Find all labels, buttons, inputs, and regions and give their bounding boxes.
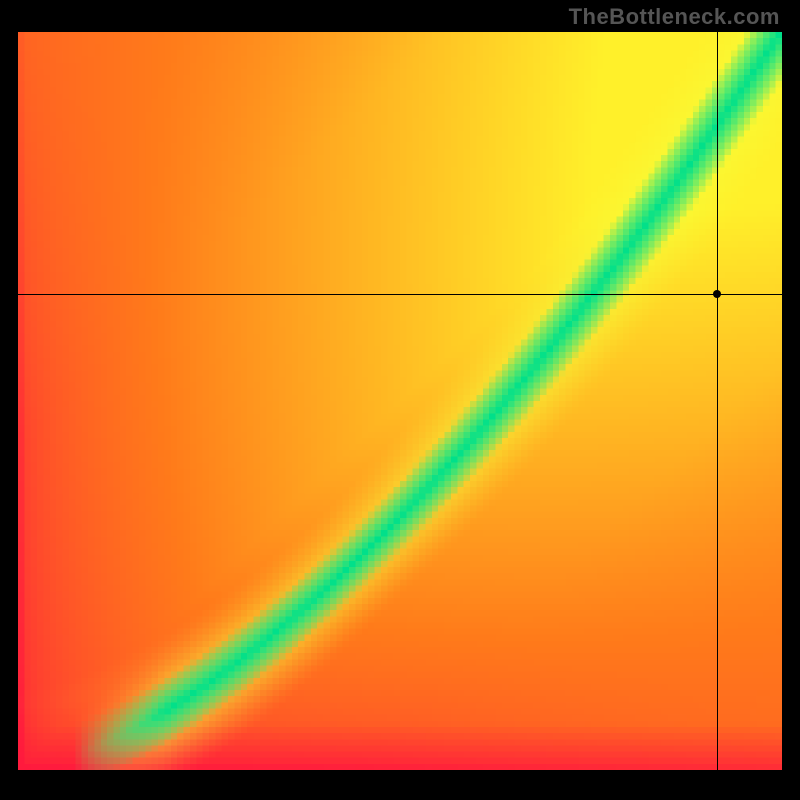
crosshair-horizontal-line — [18, 294, 782, 295]
crosshair-marker-dot — [713, 290, 721, 298]
heatmap-plot-area — [18, 32, 782, 770]
crosshair-vertical-line — [717, 32, 718, 770]
watermark-text: TheBottleneck.com — [569, 4, 780, 30]
bottleneck-heatmap — [18, 32, 782, 770]
